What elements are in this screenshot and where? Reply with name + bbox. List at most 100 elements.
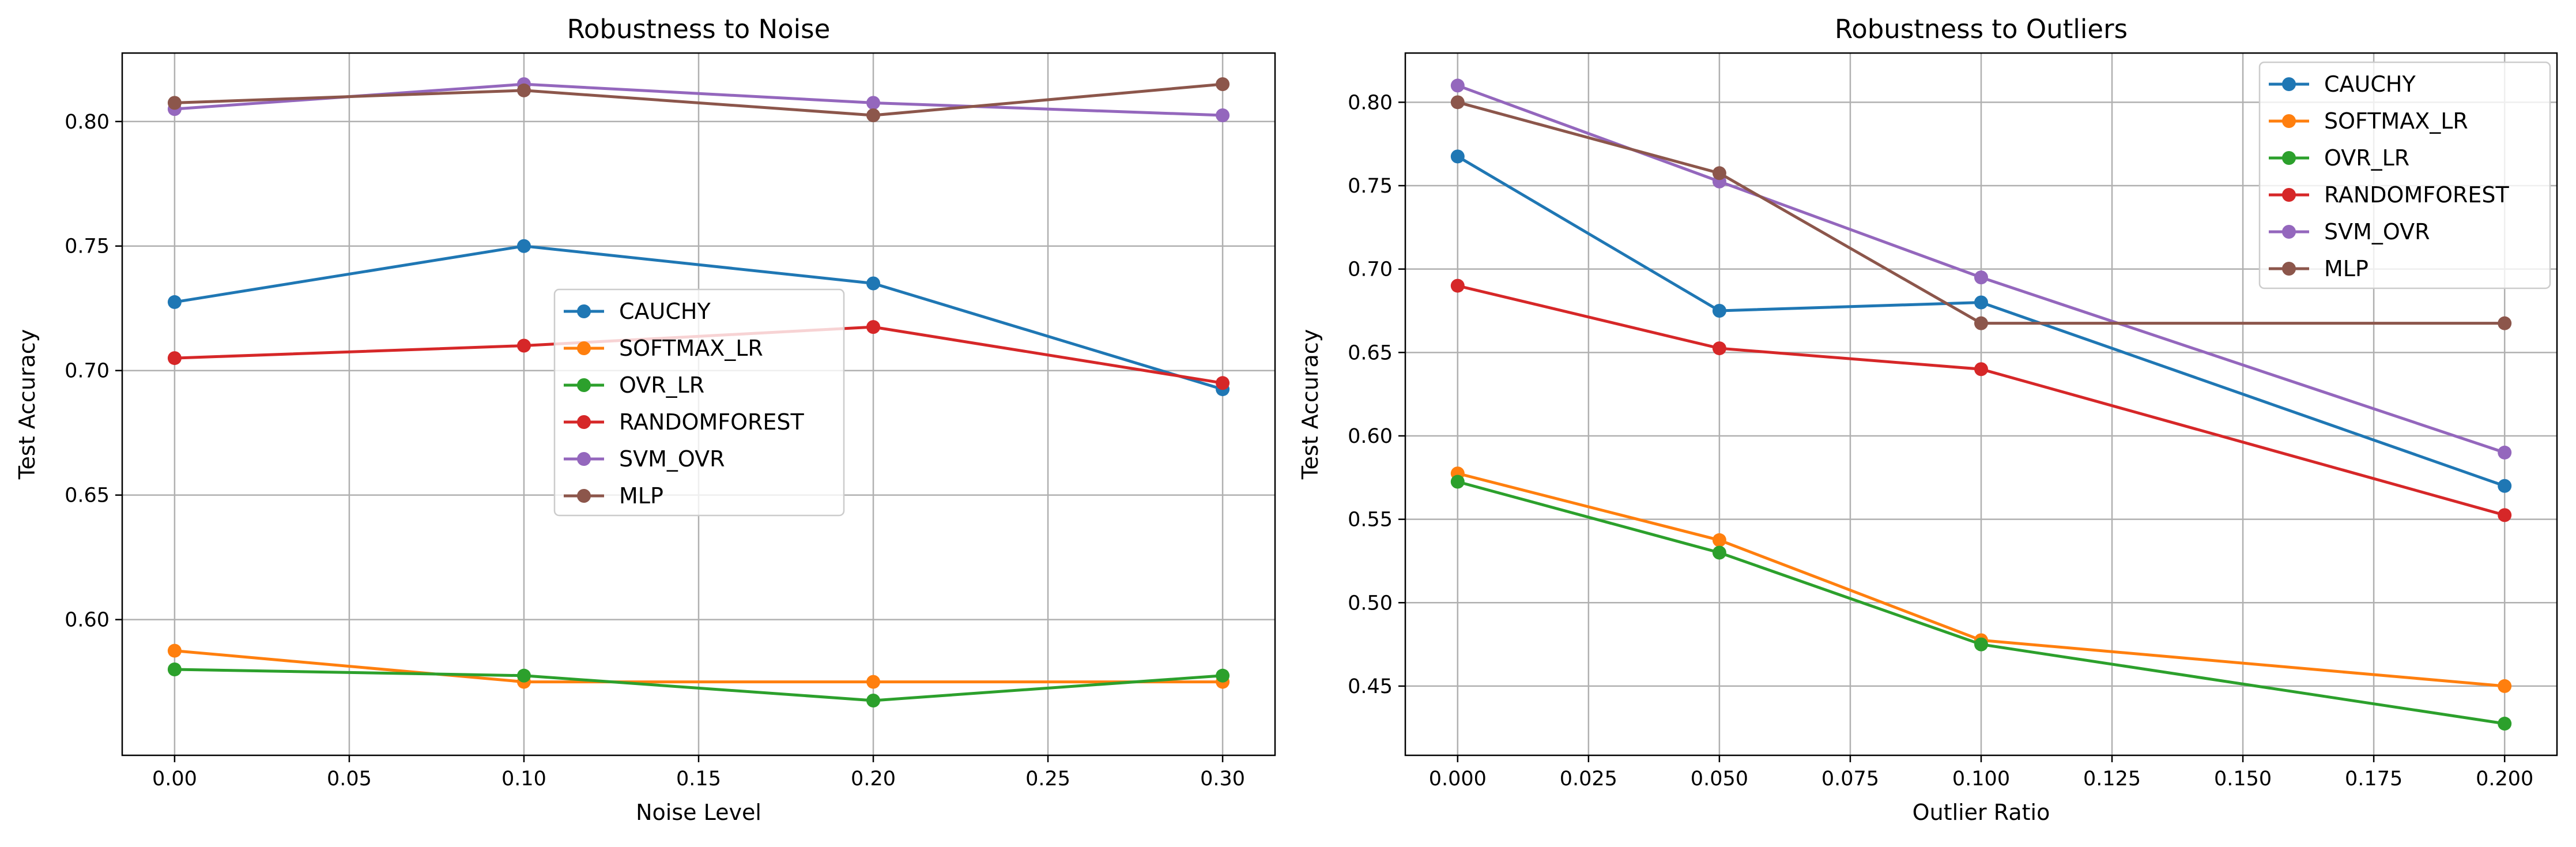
data-point-mlp (516, 83, 531, 97)
y-tick-label: 0.65 (1348, 341, 1393, 364)
data-point-cauchy (167, 295, 182, 309)
plot-area-frame (1404, 52, 2558, 756)
data-point-svm_ovr (1974, 270, 1988, 285)
legend-label-svm_ovr: SVM_OVR (2324, 219, 2430, 244)
data-point-softmax_lr (1712, 533, 1726, 547)
legend-label-svm_ovr: SVM_OVR (619, 446, 725, 472)
chart-panel-0: 0.00 0.05 0.10 0.15 0.20 0.25 0.30 0.60 0.65 0.70… (14, 14, 1276, 825)
y-tick-label: 0.65 (65, 484, 110, 507)
x-tick-label: 0.050 (1691, 767, 1748, 790)
series-line-ovr_lr (174, 668, 1223, 702)
data-point-ovr_lr (516, 668, 531, 683)
x-tick-label: 0.150 (2214, 767, 2272, 790)
series-line-mlp (174, 82, 1223, 117)
chart-panel-1: 0.000 0.025 0.050 0.075 0.100 0.125 0.150 0.175… (1298, 14, 2558, 825)
legend-marker-softmax_lr (577, 341, 591, 355)
data-point-cauchy (1974, 295, 1988, 310)
series-line-mlp (1457, 100, 2505, 325)
legend-marker-ovr_lr (2282, 151, 2296, 165)
data-point-ovr_lr (1974, 637, 1988, 652)
data-point-randomforest (866, 320, 881, 334)
data-point-randomforest (516, 338, 531, 353)
legend-label-softmax_lr: SOFTMAX_LR (2324, 108, 2468, 134)
data-point-randomforest (1450, 278, 1465, 293)
data-point-ovr_lr (1450, 475, 1465, 489)
y-tick-label: 0.70 (65, 360, 110, 383)
y-tick-label: 0.80 (1348, 91, 1393, 114)
y-tick-label: 0.75 (1348, 175, 1393, 198)
x-tick-label: 0.20 (851, 767, 896, 790)
y-tick-label: 0.50 (1348, 592, 1393, 615)
legend-label-randomforest: RANDOMFOREST (619, 409, 805, 435)
data-point-ovr_lr (866, 693, 881, 707)
x-tick-label: 0.125 (2083, 767, 2141, 790)
legend-label-mlp: MLP (619, 483, 663, 509)
legend: CAUCHY SOFTMAX_LR OVR_LR RANDOMFOREST SVM_OV… (2258, 61, 2551, 289)
legend-marker-mlp (2282, 262, 2296, 276)
x-tick-label: 0.05 (327, 767, 372, 790)
data-point-mlp (1450, 95, 1465, 110)
data-point-softmax_lr (2498, 679, 2512, 693)
data-point-cauchy (2498, 479, 2512, 493)
legend-marker-softmax_lr (2282, 114, 2296, 128)
x-tick-label: 0.10 (501, 767, 546, 790)
data-point-softmax_lr (167, 643, 182, 658)
legend-marker-ovr_lr (577, 378, 591, 392)
legend-label-softmax_lr: SOFTMAX_LR (619, 336, 763, 361)
series-line-randomforest (1457, 284, 2505, 517)
y-tick-label: 0.80 (65, 111, 110, 134)
data-point-svm_ovr (1450, 78, 1465, 93)
data-point-randomforest (167, 351, 182, 366)
legend-marker-svm_ovr (2282, 225, 2296, 239)
x-axis-label: Noise Level (636, 800, 761, 825)
data-point-mlp (1216, 77, 1230, 91)
x-tick-label: 0.15 (676, 767, 721, 790)
data-point-svm_ovr (2498, 445, 2512, 460)
legend: CAUCHY SOFTMAX_LR OVR_LR RANDOMFOREST SVM_OV… (553, 288, 845, 517)
data-point-cauchy (866, 276, 881, 291)
y-tick-label: 0.75 (65, 235, 110, 258)
data-point-mlp (1712, 166, 1726, 180)
y-tick-label: 0.45 (1348, 675, 1393, 698)
data-point-mlp (1974, 316, 1988, 330)
y-tick-label: 0.70 (1348, 258, 1393, 281)
data-point-cauchy (1450, 149, 1465, 164)
x-tick-label: 0.075 (1821, 767, 1879, 790)
legend-label-cauchy: CAUCHY (619, 299, 711, 324)
data-point-ovr_lr (1216, 668, 1230, 683)
legend-marker-cauchy (577, 304, 591, 318)
data-point-ovr_lr (1712, 545, 1726, 560)
x-tick-label: 0.00 (152, 767, 197, 790)
y-tick-label: 0.55 (1348, 509, 1393, 532)
legend-marker-svm_ovr (577, 452, 591, 466)
series-line-ovr_lr (1457, 480, 2505, 725)
legend-label-mlp: MLP (2324, 256, 2368, 281)
legend-label-cauchy: CAUCHY (2324, 71, 2416, 97)
y-axis-label: Test Accuracy (1298, 329, 1323, 480)
y-tick-label: 0.60 (1348, 425, 1393, 448)
legend-label-ovr_lr: OVR_LR (2324, 145, 2409, 171)
data-point-randomforest (1216, 376, 1230, 390)
data-point-randomforest (1712, 341, 1726, 356)
legend-marker-cauchy (2282, 77, 2296, 91)
x-tick-label: 0.200 (2476, 767, 2533, 790)
legend-label-randomforest: RANDOMFOREST (2324, 182, 2510, 208)
x-tick-label: 0.30 (1200, 767, 1245, 790)
data-point-softmax_lr (866, 675, 881, 689)
legend-box (553, 288, 845, 517)
data-point-svm_ovr (1216, 108, 1230, 122)
x-axis-label: Outlier Ratio (1913, 800, 2050, 825)
chart-title: Robustness to Noise (567, 14, 831, 44)
x-tick-label: 0.000 (1429, 767, 1487, 790)
x-tick-label: 0.25 (1025, 767, 1070, 790)
data-point-randomforest (2498, 508, 2512, 522)
data-point-mlp (167, 96, 182, 110)
legend-marker-randomforest (577, 415, 591, 429)
data-point-cauchy (516, 239, 531, 253)
series-line-cauchy (1457, 155, 2506, 488)
x-tick-label: 0.025 (1560, 767, 1617, 790)
plot-area-frame (121, 52, 1276, 756)
y-tick-label: 0.60 (65, 609, 110, 632)
data-point-ovr_lr (167, 662, 182, 676)
